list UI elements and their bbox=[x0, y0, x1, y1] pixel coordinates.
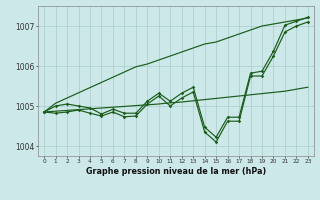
X-axis label: Graphe pression niveau de la mer (hPa): Graphe pression niveau de la mer (hPa) bbox=[86, 167, 266, 176]
